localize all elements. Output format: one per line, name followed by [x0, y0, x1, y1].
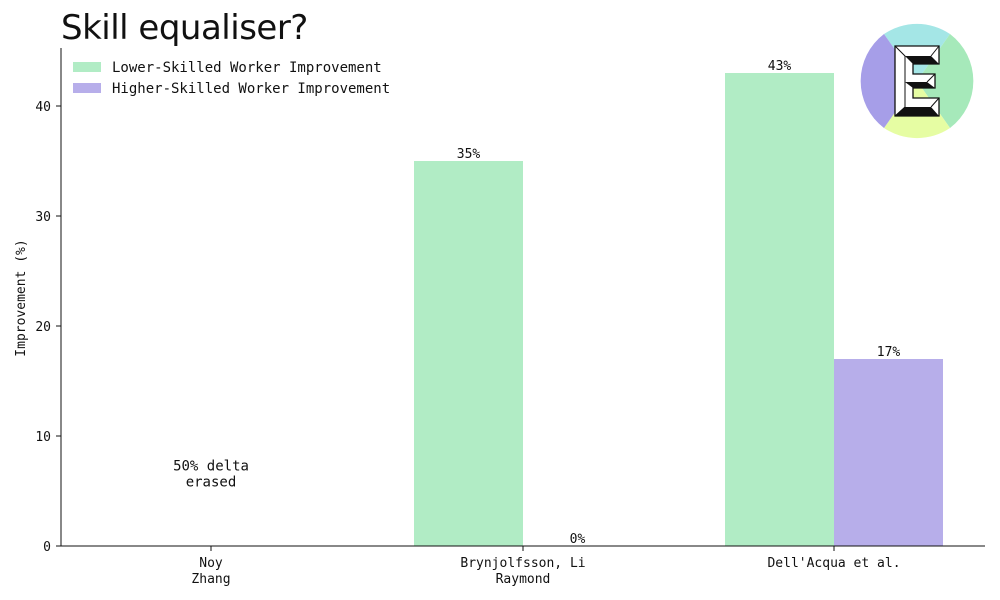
logo-left-segment [860, 34, 917, 128]
e-bevel-line [930, 45, 940, 57]
higher-skilled-bar-2 [834, 359, 943, 546]
legend-label-lower: Lower-Skilled Worker Improvement [112, 60, 382, 76]
x-tick-label: Zhang [191, 572, 230, 587]
y-tick-label: 20 [35, 320, 51, 335]
y-tick-label: 30 [35, 210, 51, 225]
legend-swatch-lower [73, 62, 101, 72]
data-label: 17% [877, 345, 901, 360]
logo [860, 23, 974, 139]
e-bevel-line [894, 45, 906, 117]
e-bevel-line [930, 97, 940, 108]
x-tick-label: Dell'Acqua et al. [767, 556, 900, 571]
y-tick-label: 40 [35, 100, 51, 115]
data-label: 43% [768, 59, 792, 74]
annotation-text: erased [186, 475, 237, 491]
lower-skilled-bar-2 [725, 73, 834, 546]
e-bevel-line [926, 73, 936, 83]
lower-skilled-bar-1 [414, 161, 523, 546]
e-bevel-shade [905, 56, 939, 64]
logo-right-segment [917, 34, 974, 128]
data-label: 0% [570, 532, 586, 547]
x-tick-label: Raymond [496, 572, 551, 587]
e-bevel-shade [905, 82, 935, 88]
data-label: 35% [457, 147, 481, 162]
x-tick-label: Brynjolfsson, Li [460, 556, 585, 571]
y-tick-label: 0 [43, 540, 51, 555]
y-tick-label: 10 [35, 430, 51, 445]
y-axis-title: Improvement (%) [14, 239, 29, 356]
chart-title: Skill equaliser? [61, 8, 308, 48]
e-bevel-shade [895, 107, 939, 116]
x-tick-label: Noy [199, 556, 223, 571]
legend-label-higher: Higher-Skilled Worker Improvement [112, 81, 390, 97]
annotation-text: 50% delta [173, 459, 249, 475]
legend-swatch-higher [73, 83, 101, 93]
